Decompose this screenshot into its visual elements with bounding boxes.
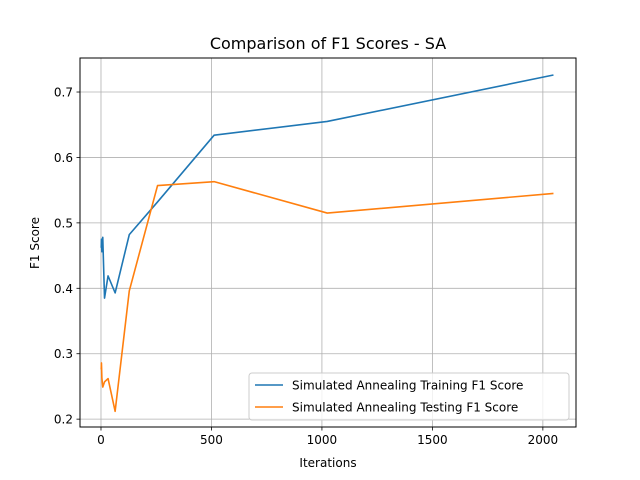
y-tick-label: 0.5 [54, 216, 73, 230]
x-tick-label: 0 [97, 433, 105, 447]
y-tick-label: 0.7 [54, 86, 73, 100]
chart-title: Comparison of F1 Scores - SA [210, 34, 446, 53]
grid-lines [80, 58, 576, 427]
plot-frame [79, 57, 577, 428]
x-tick-label: 500 [200, 433, 223, 447]
axis-ticks: 0 500 1000 1500 2000 0.2 0.3 0.4 0.5 0.6 0.7 [54, 86, 558, 447]
y-tick-label: 0.4 [54, 282, 73, 296]
x-axis-title: Iterations [299, 456, 356, 470]
series-line-training [100, 74, 554, 299]
y-tick-label: 0.3 [54, 347, 73, 361]
legend: Simulated Annealing Training F1 Score Si… [248, 372, 570, 421]
y-tick-label: 0.2 [54, 413, 73, 427]
series-line-testing [100, 180, 554, 413]
y-tick-label: 0.6 [54, 151, 73, 165]
x-tick-label: 2000 [528, 433, 559, 447]
legend-label-testing: Simulated Annealing Testing F1 Score [292, 401, 518, 415]
series-layer [100, 74, 554, 413]
legend-box [248, 372, 570, 421]
x-tick-label: 1000 [307, 433, 338, 447]
legend-label-training: Simulated Annealing Training F1 Score [292, 379, 523, 393]
y-axis-title: F1 Score [28, 217, 42, 269]
x-tick-label: 1500 [417, 433, 448, 447]
